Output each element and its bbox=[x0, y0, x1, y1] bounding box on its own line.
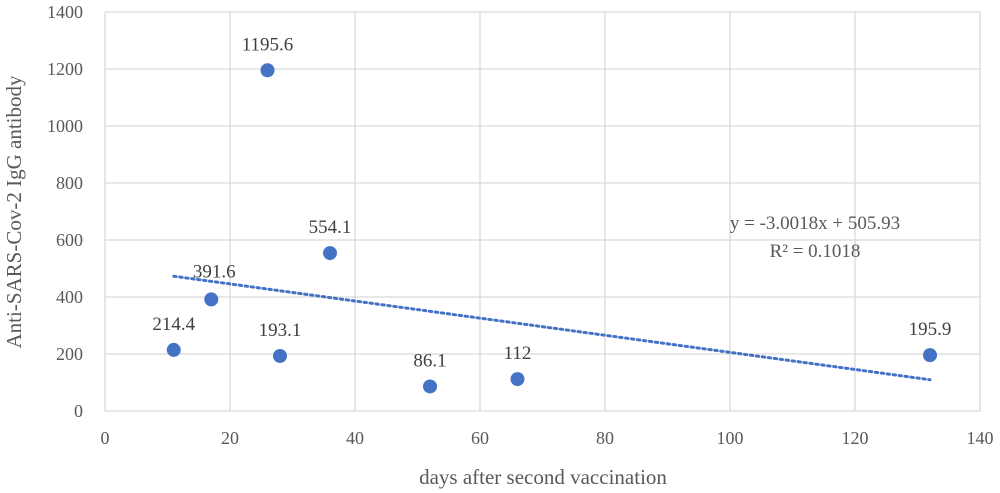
y-axis-title: Anti-SARS-Cov-2 IgG antibody bbox=[2, 75, 26, 349]
data-label: 193.1 bbox=[259, 320, 302, 341]
data-labels: 214.4 391.6 1195.6 193.1 554.1 86.1 112 195.9 bbox=[152, 34, 951, 371]
y-tick-label: 400 bbox=[56, 287, 83, 307]
x-axis-title: days after second vaccination bbox=[419, 465, 667, 489]
y-tick-label: 800 bbox=[56, 173, 83, 193]
y-tick-label: 1000 bbox=[47, 116, 83, 136]
y-tick-label: 1200 bbox=[47, 59, 83, 79]
x-tick-label: 140 bbox=[967, 428, 994, 448]
x-tick-label: 40 bbox=[346, 428, 364, 448]
y-tick-label: 600 bbox=[56, 230, 83, 250]
data-label: 112 bbox=[504, 343, 532, 364]
y-axis-ticks: 0 200 400 600 800 1000 1200 1400 bbox=[47, 2, 83, 421]
data-label: 195.9 bbox=[909, 319, 952, 340]
data-point bbox=[510, 372, 525, 387]
x-tick-label: 0 bbox=[101, 428, 110, 448]
data-point bbox=[923, 348, 937, 363]
data-point bbox=[204, 292, 219, 307]
gridlines bbox=[104, 11, 981, 412]
data-label: 86.1 bbox=[413, 350, 446, 371]
data-label: 1195.6 bbox=[242, 34, 294, 55]
data-point bbox=[323, 246, 337, 261]
x-tick-label: 120 bbox=[842, 428, 869, 448]
trendline-r-squared: R² = 0.1018 bbox=[770, 241, 861, 262]
y-tick-label: 1400 bbox=[47, 2, 83, 22]
x-tick-label: 100 bbox=[717, 428, 744, 448]
x-tick-label: 80 bbox=[596, 428, 614, 448]
y-tick-label: 200 bbox=[56, 344, 83, 364]
trendline bbox=[172, 274, 932, 382]
data-label: 554.1 bbox=[309, 217, 352, 238]
data-point bbox=[423, 379, 437, 394]
trendline-equation: y = -3.0018x + 505.93 bbox=[730, 213, 900, 234]
data-label: 214.4 bbox=[152, 314, 195, 335]
x-tick-label: 20 bbox=[221, 428, 239, 448]
data-point bbox=[166, 342, 181, 357]
data-point bbox=[260, 63, 275, 78]
x-axis-ticks: 0 20 40 60 80 100 120 140 bbox=[101, 428, 994, 448]
y-tick-label: 0 bbox=[74, 401, 83, 421]
data-point bbox=[273, 348, 287, 363]
x-tick-label: 60 bbox=[471, 428, 489, 448]
data-points bbox=[166, 63, 937, 394]
data-label: 391.6 bbox=[193, 261, 236, 282]
